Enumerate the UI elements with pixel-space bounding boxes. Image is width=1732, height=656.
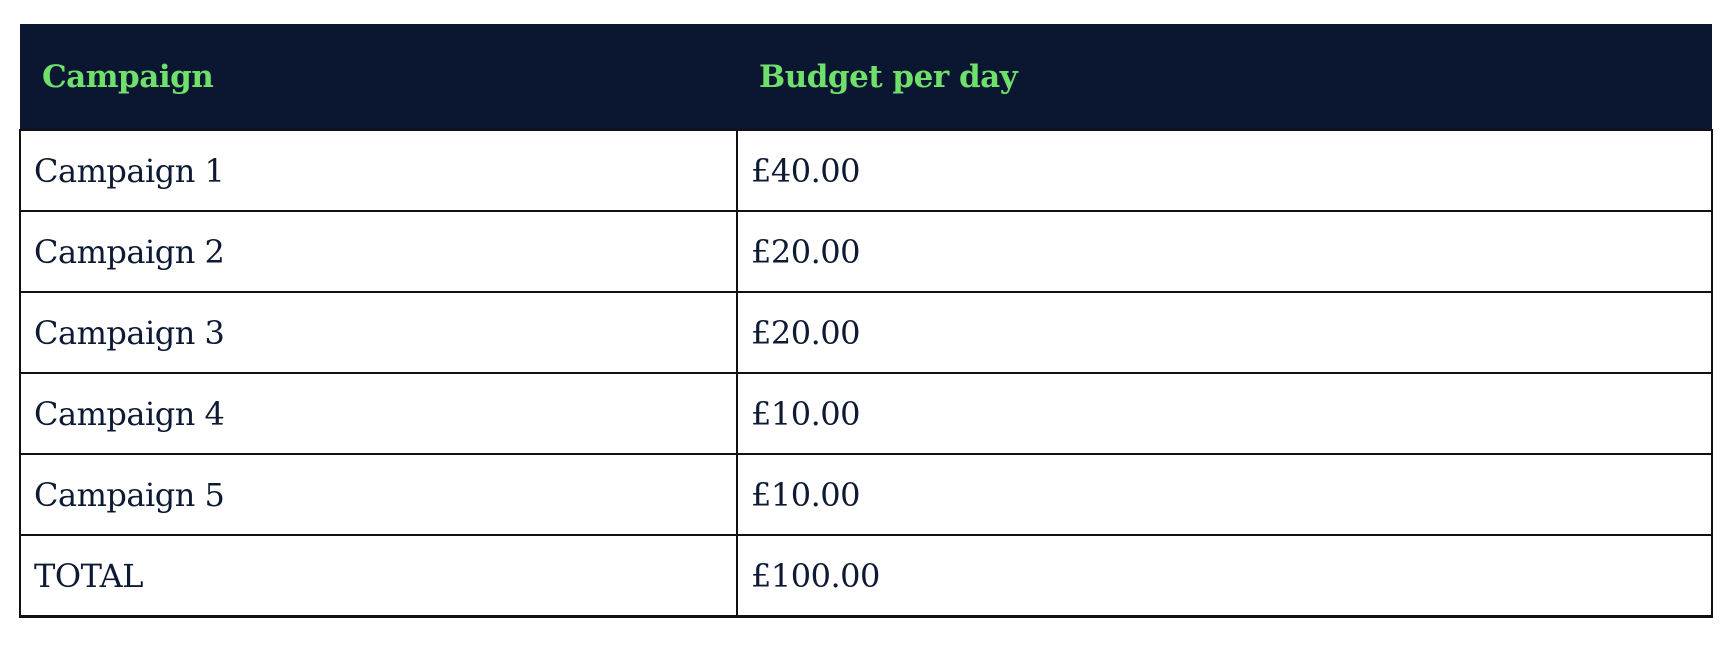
budget-cell: £40.00: [736, 129, 1713, 212]
campaign-cell: Campaign 2: [19, 210, 738, 293]
table-row: Campaign 3 £20.00: [19, 291, 1713, 374]
campaign-cell: Campaign 3: [19, 291, 738, 374]
table-row: Campaign 2 £20.00: [19, 210, 1713, 293]
total-label: TOTAL: [19, 534, 738, 618]
total-row: TOTAL £100.00: [19, 534, 1713, 618]
campaign-cell: Campaign 5: [19, 453, 738, 536]
budget-cell: £20.00: [736, 291, 1713, 374]
header-campaign: Campaign: [20, 24, 737, 130]
header-budget-per-day: Budget per day: [737, 24, 1712, 130]
campaign-cell: Campaign 4: [19, 372, 738, 455]
table-row: Campaign 4 £10.00: [19, 372, 1713, 455]
campaign-cell: Campaign 1: [19, 129, 738, 212]
table-row: Campaign 5 £10.00: [19, 453, 1713, 536]
campaign-budget-table: Campaign Budget per day Campaign 1 £40.0…: [19, 24, 1713, 618]
total-value: £100.00: [736, 534, 1713, 618]
table-row: Campaign 1 £40.00: [19, 129, 1713, 212]
budget-cell: £20.00: [736, 210, 1713, 293]
budget-cell: £10.00: [736, 453, 1713, 536]
budget-cell: £10.00: [736, 372, 1713, 455]
header-row: Campaign Budget per day: [20, 24, 1712, 130]
